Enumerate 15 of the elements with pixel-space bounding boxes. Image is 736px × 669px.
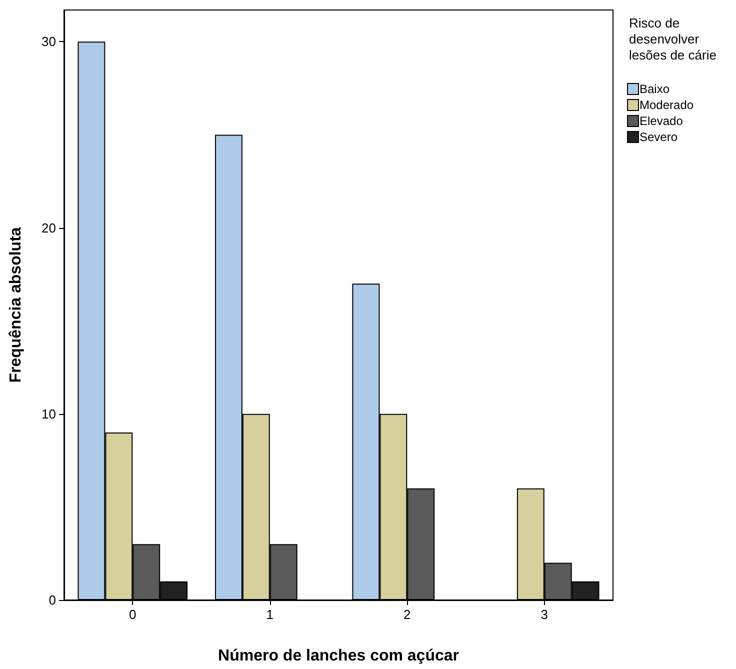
y-tick-label: 20 <box>42 220 56 236</box>
legend-title: Risco de desenvolver lesões de cárie <box>629 16 716 62</box>
legend-label: Baixo <box>640 82 670 96</box>
x-tick-label: 1 <box>266 607 274 622</box>
x-axis-title: Número de lanches com açúcar <box>218 648 459 664</box>
x-tick-label: 0 <box>129 607 136 622</box>
y-tick-label: 0 <box>48 592 56 608</box>
x-tick-label: 2 <box>404 607 411 622</box>
legend-label: Elevado <box>640 114 684 128</box>
y-tick-label: 10 <box>42 406 56 422</box>
legend-label: Severo <box>640 130 678 144</box>
x-tick-label: 3 <box>540 607 548 622</box>
y-axis-title: Frequência absoluta <box>8 227 24 383</box>
y-tick-label: 30 <box>42 34 56 50</box>
legend-label: Moderado <box>640 98 694 112</box>
